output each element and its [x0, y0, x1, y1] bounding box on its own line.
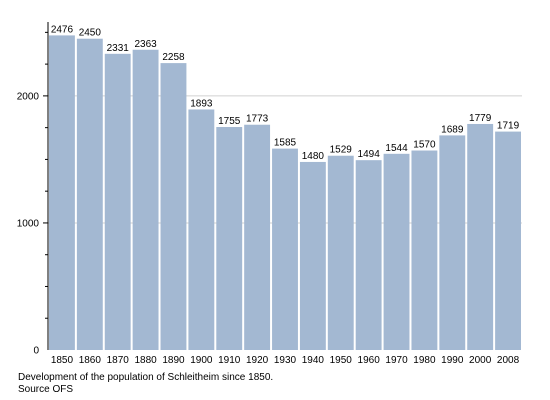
axes: 0 1000 2000 1850 1860 1870 1880 1890 1900 1910 192… [17, 22, 520, 366]
bar [383, 153, 410, 350]
x-tick-label: 1850 [51, 355, 74, 366]
bar-value-label: 2258 [162, 52, 185, 63]
x-tick-label: 1980 [413, 355, 436, 366]
bar-value-label: 1585 [274, 138, 297, 149]
bar-value-label: 1893 [190, 98, 213, 109]
bar [355, 160, 382, 350]
x-tick-label: 2008 [497, 355, 520, 366]
bar [439, 135, 466, 350]
bar [188, 109, 215, 350]
bar-value-label: 1719 [497, 121, 520, 132]
bar [467, 123, 494, 350]
x-tick-label: 1990 [441, 355, 464, 366]
bar [327, 155, 354, 350]
x-tick-label: 1910 [218, 355, 241, 366]
x-tick-label: 1920 [246, 355, 269, 366]
x-tick-label: 2000 [469, 355, 492, 366]
chart-caption: Development of the population of Schleit… [18, 372, 274, 383]
y-tick-label: 0 [33, 346, 39, 357]
y-tick-label: 1000 [17, 218, 40, 229]
bar [216, 127, 243, 350]
x-tick-label: 1960 [358, 355, 381, 366]
x-tick-label: 1870 [107, 355, 130, 366]
bar [272, 148, 298, 350]
bar-value-label: 1755 [218, 116, 241, 127]
x-tick-label: 1940 [302, 355, 325, 366]
bar-value-label: 1570 [413, 140, 436, 151]
bar [160, 63, 187, 351]
bar-value-label: 1773 [246, 114, 269, 125]
x-tick-label: 1970 [385, 355, 408, 366]
x-tick-label: 1890 [162, 355, 185, 366]
x-tick-label: 1880 [134, 355, 157, 366]
bar-value-label: 1544 [385, 143, 408, 154]
bar [299, 161, 326, 350]
bar-value-label: 1480 [302, 151, 325, 162]
bar-value-label: 2476 [51, 24, 74, 35]
y-tick-label: 2000 [17, 91, 40, 102]
bar-value-label: 1494 [358, 149, 381, 160]
bar [104, 53, 131, 351]
bar-value-label: 1689 [441, 124, 464, 135]
bar-value-label: 2450 [79, 28, 102, 39]
x-tick-label: 1860 [79, 355, 102, 366]
bar [411, 150, 438, 350]
bar [49, 35, 75, 351]
x-tick-label: 1950 [330, 355, 353, 366]
bar-value-label: 1779 [469, 113, 492, 124]
bar [495, 131, 521, 350]
x-tick-label: 1900 [190, 355, 213, 366]
x-tick-label: 1930 [274, 355, 297, 366]
bar [244, 124, 271, 351]
bar-value-labels: 2476 2450 2331 2363 2258 1893 1755 1773 1585 1480… [51, 24, 520, 162]
bar [132, 49, 159, 350]
bar-value-label: 2363 [134, 39, 157, 50]
bar [76, 38, 103, 351]
bars [49, 35, 521, 351]
chart-source: Source OFS [18, 384, 74, 395]
bar-value-label: 1529 [330, 145, 353, 156]
bar-value-label: 2331 [107, 43, 130, 54]
